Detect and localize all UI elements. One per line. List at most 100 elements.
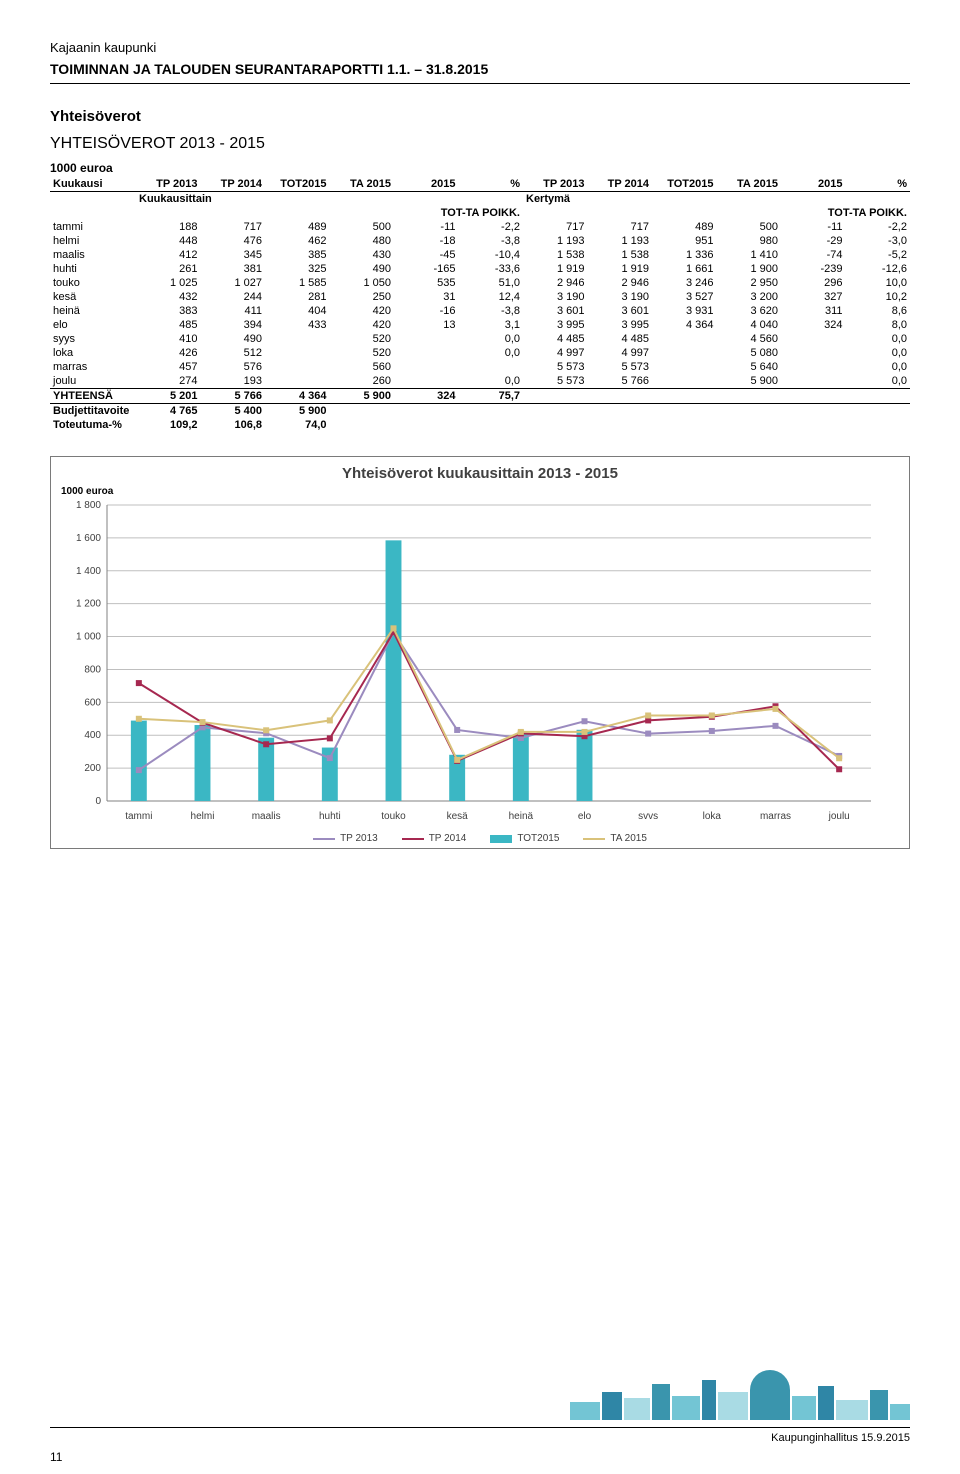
- table-cell: elo: [50, 318, 136, 332]
- table-cell: 717: [523, 220, 588, 234]
- table-cell: 520: [330, 332, 395, 346]
- group-monthly: Kuukausittain: [136, 192, 394, 207]
- group-cumulative: Kertymä: [523, 192, 781, 207]
- table-cell: -165: [394, 262, 459, 276]
- totals-cell: [846, 389, 911, 404]
- table-cell: 1 585: [265, 276, 330, 290]
- table-cell: 560: [330, 360, 395, 374]
- table-cell: 412: [136, 248, 201, 262]
- totals-cell: 324: [394, 389, 459, 404]
- table-row: loka4265125200,04 9974 9975 0800,0: [50, 346, 910, 360]
- table-cell: 0,0: [846, 346, 911, 360]
- svg-text:600: 600: [84, 697, 101, 708]
- table-cell: kesä: [50, 290, 136, 304]
- table-cell: 381: [201, 262, 266, 276]
- table-cell: 3 620: [717, 304, 782, 318]
- legend-swatch: [583, 838, 605, 840]
- totpct-val: 74,0: [265, 418, 330, 432]
- table-cell: 8,6: [846, 304, 911, 318]
- table-cell: -18: [394, 234, 459, 248]
- table-row: maalis412345385430-45-10,41 5381 5381 33…: [50, 248, 910, 262]
- col-header: TP 2014: [201, 177, 266, 192]
- col-header: %: [846, 177, 911, 192]
- svg-text:helmi: helmi: [191, 811, 215, 822]
- col-header: Kuukausi: [50, 177, 136, 192]
- totals-cell: [588, 389, 653, 404]
- table-cell: [265, 360, 330, 374]
- table-cell: 51,0: [459, 276, 524, 290]
- budget-label: Budjettitavoite: [50, 404, 136, 419]
- svg-text:huhti: huhti: [319, 811, 341, 822]
- table-cell: 3 246: [652, 276, 717, 290]
- svg-text:marras: marras: [760, 811, 791, 822]
- totals-cell: YHTEENSÄ: [50, 389, 136, 404]
- totals-cell: 75,7: [459, 389, 524, 404]
- table-cell: -239: [781, 262, 846, 276]
- table-cell: 325: [265, 262, 330, 276]
- table-cell: -10,4: [459, 248, 524, 262]
- table-cell: -33,6: [459, 262, 524, 276]
- table-cell: 1 193: [588, 234, 653, 248]
- table-cell: 489: [652, 220, 717, 234]
- svg-text:touko: touko: [381, 811, 406, 822]
- table-cell: 1 538: [523, 248, 588, 262]
- table-cell: 4 997: [523, 346, 588, 360]
- table-cell: -45: [394, 248, 459, 262]
- table-cell: 3,1: [459, 318, 524, 332]
- totals-cell: 4 364: [265, 389, 330, 404]
- table-cell: 1 919: [523, 262, 588, 276]
- table-cell: 261: [136, 262, 201, 276]
- poikk-row: TOT-TA POIKK. TOT-TA POIKK.: [50, 206, 910, 220]
- table-cell: [265, 332, 330, 346]
- table-cell: 13: [394, 318, 459, 332]
- table-row: helmi448476462480-18-3,81 1931 193951980…: [50, 234, 910, 248]
- table-cell: 717: [588, 220, 653, 234]
- table-cell: 717: [201, 220, 266, 234]
- table-cell: 2 946: [523, 276, 588, 290]
- table-cell: 420: [330, 304, 395, 318]
- legend-item: TP 2013: [313, 833, 378, 844]
- table-cell: 244: [201, 290, 266, 304]
- table-row: syys4104905200,04 4854 4854 5600,0: [50, 332, 910, 346]
- table-cell: 324: [781, 318, 846, 332]
- col-header: TP 2013: [523, 177, 588, 192]
- page-footer: Kaupunginhallitus 15.9.2015: [50, 1427, 910, 1444]
- legend-label: TP 2014: [429, 833, 467, 844]
- col-header: 2015: [394, 177, 459, 192]
- table-cell: 250: [330, 290, 395, 304]
- table-cell: 327: [781, 290, 846, 304]
- table-cell: helmi: [50, 234, 136, 248]
- svg-text:joulu: joulu: [828, 811, 850, 822]
- table-cell: [781, 332, 846, 346]
- table-row: tammi188717489500-11-2,2717717489500-11-…: [50, 220, 910, 234]
- table-cell: 500: [717, 220, 782, 234]
- table-cell: 433: [265, 318, 330, 332]
- table-cell: 485: [136, 318, 201, 332]
- table-cell: loka: [50, 346, 136, 360]
- chart-svg: 02004006008001 0001 2001 4001 6001 800ta…: [61, 499, 881, 829]
- data-table: Kuukausittain Kertymä TOT-TA POIKK. TOT-…: [50, 177, 910, 432]
- totals-cell: [781, 389, 846, 404]
- section-title: Yhteisöverot: [50, 108, 910, 125]
- table-cell: 3 601: [588, 304, 653, 318]
- svg-text:1 600: 1 600: [76, 533, 101, 544]
- table-cell: 1 538: [588, 248, 653, 262]
- table-cell: 0,0: [459, 374, 524, 389]
- table-cell: 296: [781, 276, 846, 290]
- chart-ylabel: 1000 euroa: [61, 486, 899, 497]
- table-cell: 512: [201, 346, 266, 360]
- table-cell: -11: [394, 220, 459, 234]
- table-cell: 10,2: [846, 290, 911, 304]
- table-cell: 5 573: [588, 360, 653, 374]
- table-cell: 5 573: [523, 374, 588, 389]
- table-cell: 457: [136, 360, 201, 374]
- totpct-val: 106,8: [201, 418, 266, 432]
- svg-text:maalis: maalis: [252, 811, 281, 822]
- table-cell: 490: [330, 262, 395, 276]
- table-cell: 281: [265, 290, 330, 304]
- totals-cell: [523, 389, 588, 404]
- table-cell: 426: [136, 346, 201, 360]
- table-cell: [781, 346, 846, 360]
- table-cell: 383: [136, 304, 201, 318]
- table-cell: -2,2: [459, 220, 524, 234]
